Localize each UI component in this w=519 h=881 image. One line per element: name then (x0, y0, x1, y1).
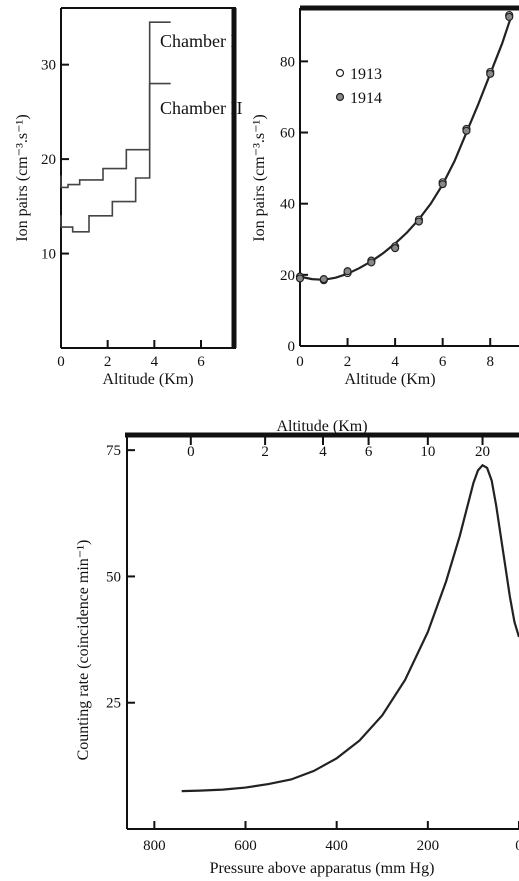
legend-marker-1914 (335, 92, 345, 102)
panel-a-xtick-label: 6 (197, 354, 205, 370)
panel-c-top-xlabel: Altitude (Km) (276, 418, 367, 435)
panel-a-xtick-label: 0 (57, 354, 65, 370)
panel-b-legend: 1913 1914 (335, 66, 382, 107)
panel-c-xtick-label: 200 (417, 838, 440, 854)
panel-c-xtick-label: 400 (325, 838, 348, 854)
panel-b-ylabel: Ion pairs (cm⁻³.s⁻¹) (251, 114, 268, 241)
panel-b-ytick-label: 20 (280, 268, 295, 284)
panel-b-xtick-label: 2 (344, 354, 352, 370)
panel-c-ytick-label: 25 (106, 696, 121, 712)
panel-b-ytick-label: 60 (280, 126, 295, 142)
panel-c-xtick-label: 800 (143, 838, 166, 854)
series-chamber-2-line (61, 82, 171, 233)
point-1914 (367, 258, 376, 267)
annotation-chamber-1: Chamber I (160, 31, 236, 51)
point-1914 (486, 69, 495, 78)
panel-c-ylabel: Counting rate (coincidence min⁻¹) (75, 540, 92, 761)
panel-c-top-tick-label: 4 (319, 444, 327, 460)
panel-c-xlabel: Pressure above apparatus (mm Hg) (210, 860, 435, 877)
panel-c: Altitude (Km) Pressure above apparatus (… (75, 418, 519, 877)
panel-b-ytick-label: 0 (288, 339, 296, 355)
panel-c-top-tick-label: 0 (187, 444, 195, 460)
panel-a-xtick-label: 2 (104, 354, 112, 370)
fit-curve (299, 14, 513, 281)
legend-label-1913: 1913 (350, 66, 382, 83)
point-1914 (462, 126, 471, 135)
panel-a-ytick-label: 30 (41, 58, 56, 74)
panel-a-ylabel: Ion pairs (cm⁻³.s⁻¹) (14, 114, 31, 241)
panel-b: Altitude (Km) Ion pairs (cm⁻³.s⁻¹) 1913 … (251, 5, 519, 388)
panel-b-xtick-label: 8 (486, 354, 494, 370)
panel-c-ytick-label: 50 (106, 569, 121, 585)
panel-a: Altitude (Km) Ion pairs (cm⁻³.s⁻¹) Chamb… (14, 7, 242, 388)
panel-c-top-tick-label: 10 (420, 444, 435, 460)
series-chamber-1-line (61, 21, 171, 189)
panel-b-ytick-label: 40 (280, 197, 295, 213)
point-1914 (505, 12, 514, 21)
panel-b-xlabel: Altitude (Km) (344, 371, 435, 388)
panel-c-top-tick-label: 6 (365, 444, 373, 460)
panel-a-xlabel: Altitude (Km) (102, 371, 193, 388)
legend-label-1914: 1914 (350, 90, 382, 107)
panel-b-ytick-label: 80 (280, 54, 295, 70)
point-1914 (438, 180, 447, 189)
counting-rate-curve (181, 463, 519, 793)
point-1914 (343, 267, 352, 276)
annotation-chamber-2: Chamber II (160, 98, 242, 118)
panel-b-xtick-label: 4 (391, 354, 399, 370)
panel-a-ytick-label: 10 (41, 247, 56, 263)
panel-a-ytick-label: 20 (41, 152, 56, 168)
panel-c-xtick-label: 600 (234, 838, 257, 854)
point-1914 (414, 217, 423, 226)
legend-marker-1913 (335, 68, 345, 78)
point-1914 (391, 244, 400, 253)
panel-a-xtick-label: 4 (151, 354, 159, 370)
panel-c-ytick-label: 75 (106, 443, 121, 459)
point-1914 (295, 274, 305, 283)
panel-b-xtick-label: 6 (439, 354, 447, 370)
panel-c-top-tick-label: 2 (261, 444, 269, 460)
point-1914 (319, 275, 328, 284)
panel-c-top-tick-label: 20 (475, 444, 490, 460)
panel-b-xtick-label: 0 (296, 354, 304, 370)
panel-c-xtick-label: 0 (515, 838, 519, 854)
